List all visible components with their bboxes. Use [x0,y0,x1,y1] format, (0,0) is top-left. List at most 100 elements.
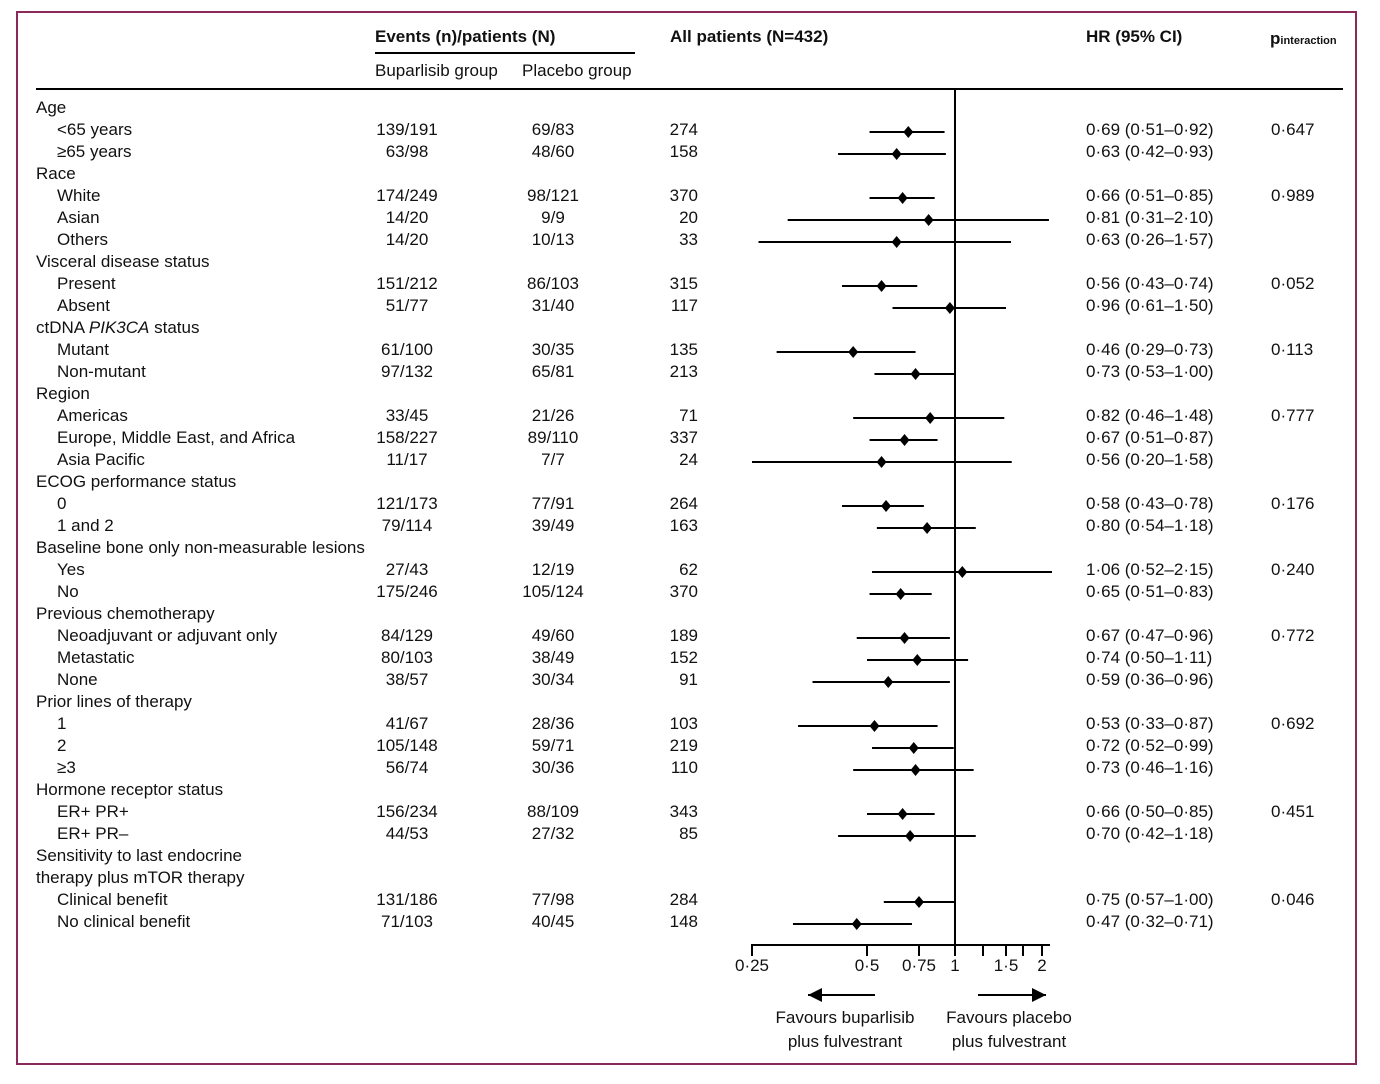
events-header-rule [375,52,635,54]
patients-count: 315 [669,274,698,293]
group-label: ctDNA PIK3CA status [36,317,199,339]
subgroup-label: Others [57,230,109,249]
hr-point [910,368,921,380]
patients-count: 264 [669,494,698,513]
group-label: Sensitivity to last endocrine [36,846,242,865]
p-interaction-value: 0·647 [1271,120,1315,139]
subgroup-label: Americas [57,406,128,425]
subgroup-label: Absent [57,296,110,315]
placebo-events: 9/9 [541,208,565,227]
patients-count: 284 [669,890,698,909]
placebo-events: 39/49 [531,516,575,535]
subgroup-label: 1 [57,714,67,733]
subgroup-label: Europe, Middle East, and Africa [57,428,296,447]
x-tick-label: 0·75 [901,956,937,975]
patients-count: 24 [679,450,698,469]
p-interaction-value: 0·046 [1271,890,1315,909]
p-interaction-value: 0·772 [1271,626,1315,645]
hr-ci-value: 0·47 (0·32–0·71) [1086,912,1214,931]
buparlisib-events: 38/57 [385,670,429,689]
patients-count: 337 [669,428,698,447]
group-label: Region [36,384,90,403]
hr-point [899,632,910,644]
hr-ci-value: 0·63 (0·42–0·93) [1086,142,1214,161]
p-interaction-value: 0·240 [1271,560,1315,579]
buparlisib-events: 56/74 [385,758,429,777]
subgroup-label: Non-mutant [57,362,146,381]
buparlisib-events: 131/186 [376,890,438,909]
buparlisib-events: 158/227 [376,428,438,447]
buparlisib-events: 80/103 [381,648,433,667]
buparlisib-events: 139/191 [376,120,438,139]
p-interaction-value: 0·989 [1271,186,1315,205]
buparlisib-events: 14/20 [385,208,429,227]
buparlisib-events: 41/67 [385,714,429,733]
hr-point [876,280,887,292]
hr-ci-value: 0·56 (0·43–0·74) [1086,274,1214,293]
subgroup-label: 2 [57,736,67,755]
buparlisib-events: 14/20 [385,230,429,249]
placebo-events: 48/60 [531,142,575,161]
buparlisib-events: 63/98 [385,142,429,161]
hr-point [923,214,934,226]
placebo-events: 30/36 [531,758,575,777]
hr-point [910,764,921,776]
subgroup-label: None [57,670,98,689]
buparlisib-events: 97/132 [381,362,433,381]
hr-ci-value: 0·66 (0·51–0·85) [1086,186,1214,205]
placebo-events: 40/45 [531,912,575,931]
hr-point [905,830,916,842]
patients-count: 85 [679,824,698,843]
placebo-events: 28/36 [531,714,575,733]
placebo-events: 89/110 [527,428,579,447]
buparlisib-events: 61/100 [381,340,433,359]
patients-count: 103 [669,714,698,733]
subgroup-label: White [57,186,101,205]
hr-ci-value: 0·70 (0·42–1·18) [1086,824,1214,843]
group-label: Race [36,164,76,183]
buparlisib-group-header: Buparlisib group [375,61,498,80]
figure-frame [16,11,1357,1065]
buparlisib-events: 84/129 [381,626,433,645]
hr-point [891,148,902,160]
patients-count: 343 [669,802,698,821]
placebo-events: 49/60 [531,626,575,645]
p-interaction-value: 0·777 [1271,406,1315,425]
p-label: p [1270,29,1281,48]
group-label: Hormone receptor status [36,780,224,799]
buparlisib-events: 44/53 [385,824,429,843]
placebo-events: 27/32 [531,824,575,843]
subgroup-label: No clinical benefit [57,912,191,931]
subgroup-label: Clinical benefit [57,890,168,909]
hr-point [891,236,902,248]
group-label: Prior lines of therapy [36,692,192,711]
placebo-events: 31/40 [531,296,575,315]
placebo-group-header: Placebo group [522,61,632,80]
patients-count: 62 [679,560,698,579]
buparlisib-events: 105/148 [376,736,438,755]
arrow-left-icon [808,988,822,1002]
p-interaction-header: pinteraction [1270,28,1337,52]
buparlisib-events: 33/45 [385,406,429,425]
hr-ci-value: 0·53 (0·33–0·87) [1086,714,1214,733]
x-tick-label: 1·5 [993,956,1019,975]
buparlisib-events: 174/249 [376,186,438,205]
subgroup-label: No [57,582,79,601]
placebo-events: 10/13 [531,230,575,249]
hr-ci-value: 0·66 (0·50–0·85) [1086,802,1214,821]
buparlisib-events: 151/212 [376,274,438,293]
patients-count: 110 [670,758,698,777]
header-rule [36,88,1343,90]
p-interaction-value: 0·052 [1271,274,1315,293]
hr-point [883,676,894,688]
subgroup-label: ≥65 years [57,142,132,161]
placebo-events: 105/124 [522,582,584,601]
hr-ci-value: 1·06 (0·52–2·15) [1086,560,1214,579]
label-part: status [149,318,200,337]
favours-right-label: Favours placebo [946,1008,1072,1027]
hr-ci-value: 0·72 (0·52–0·99) [1086,736,1214,755]
buparlisib-events: 27/43 [385,560,429,579]
hr-point [914,896,924,908]
